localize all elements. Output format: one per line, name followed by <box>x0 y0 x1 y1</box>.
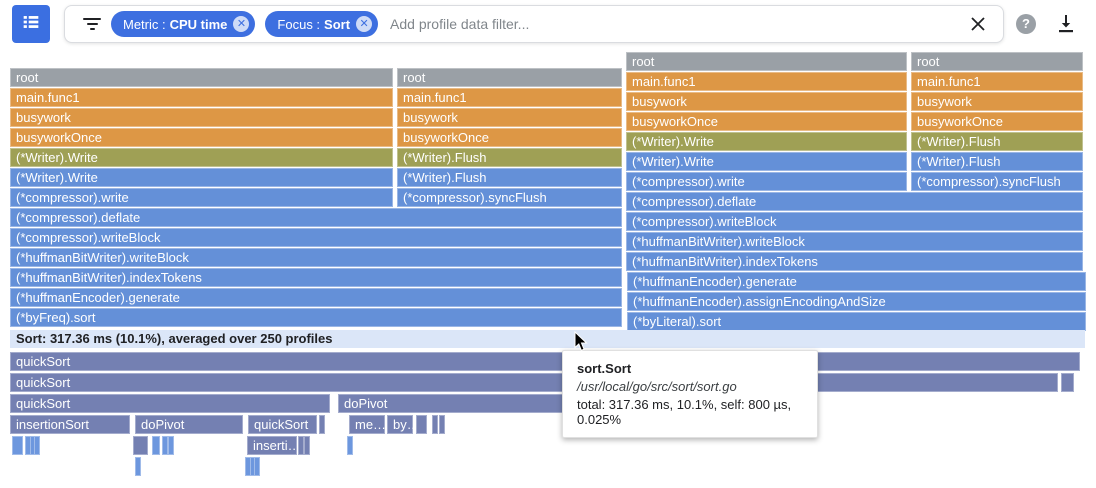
flame-bar-fragment[interactable] <box>1061 373 1074 392</box>
flame-bar-main-func1[interactable]: main.func1 <box>397 88 622 107</box>
flame-bar-dopivot[interactable]: doPivot <box>338 394 620 413</box>
flame-bar-writer-flush[interactable]: (*Writer).Flush <box>911 132 1083 151</box>
flame-bar-writer-write[interactable]: (*Writer).Write <box>10 148 393 167</box>
chip-metric-value: CPU time <box>169 16 228 32</box>
flame-bar-fragment[interactable] <box>12 436 23 455</box>
flame-bar-main-func1[interactable]: main.func1 <box>626 72 907 91</box>
flame-bar-huffmanencoder-assignencodingandsize[interactable]: (*huffmanEncoder).assignEncodingAndSize <box>627 292 1086 311</box>
flame-bar-fragment[interactable] <box>34 436 40 455</box>
flame-bar-huffmanbitwriter-indextokens[interactable]: (*huffmanBitWriter).indexTokens <box>10 268 622 287</box>
filter-bar: Metric : CPU time ✕ Focus : Sort ✕ <box>64 5 1004 43</box>
flame-bar-fragment[interactable] <box>30 436 36 455</box>
tooltip-function-name: sort.Sort <box>577 361 632 376</box>
flame-bar-compressor-writeblock[interactable]: (*compressor).writeBlock <box>10 228 622 247</box>
flame-bar-byfreq-sort[interactable]: (*byFreq).sort <box>10 308 622 327</box>
tooltip-stats: total: 317.36 ms, 10.1%, self: 800 µs, 0… <box>577 397 792 427</box>
flame-bar-huffmanencoder-generate[interactable]: (*huffmanEncoder).generate <box>627 272 1086 291</box>
filter-input[interactable] <box>388 15 961 33</box>
flame-bar-quicksort[interactable]: quickSort <box>10 352 1080 371</box>
flame-bar-huffmanbitwriter-indextokens[interactable]: (*huffmanBitWriter).indexTokens <box>626 252 1083 271</box>
flame-bar-writer-flush[interactable]: (*Writer).Flush <box>911 152 1083 171</box>
flame-bar-root[interactable]: root <box>911 52 1083 71</box>
flame-tooltip: sort.Sort /usr/local/go/src/sort/sort.go… <box>562 350 818 438</box>
flame-bar-fragment[interactable] <box>168 436 174 455</box>
flame-bar-main-func1[interactable]: main.func1 <box>10 88 393 107</box>
flame-bar-busyworkonce[interactable]: busyworkOnce <box>626 112 907 131</box>
flame-bar-fragment[interactable] <box>254 457 260 476</box>
flame-bar-writer-write[interactable]: (*Writer).Write <box>626 132 907 151</box>
flame-bar-root[interactable]: root <box>397 68 622 87</box>
flame-bar-busywork[interactable]: busywork <box>397 108 622 127</box>
flame-bar-root[interactable]: root <box>626 52 907 71</box>
flame-bar-root[interactable]: root <box>10 68 393 87</box>
flame-bar-fragment[interactable] <box>135 457 141 476</box>
flame-bar-compressor-write[interactable]: (*compressor).write <box>10 188 393 207</box>
flame-bar-quicksort[interactable]: quickSort <box>10 373 1058 392</box>
view-list-icon <box>20 11 42 38</box>
flame-bar-byliteral-sort[interactable]: (*byLiteral).sort <box>627 312 1086 331</box>
flame-bar-main-func1[interactable]: main.func1 <box>911 72 1083 91</box>
flame-bar-compressor-write[interactable]: (*compressor).write <box>626 172 907 191</box>
flame-bar-huffmanencoder-generate[interactable]: (*huffmanEncoder).generate <box>10 288 622 307</box>
flame-bar-fragment[interactable] <box>152 436 160 455</box>
flame-bar-compressor-syncflush[interactable]: (*compressor).syncFlush <box>397 188 622 207</box>
menu-button[interactable] <box>12 5 50 43</box>
chip-metric[interactable]: Metric : CPU time ✕ <box>111 11 256 37</box>
flame-bar-inserti[interactable]: inserti… <box>247 436 297 455</box>
tooltip-source-path: /usr/local/go/src/sort/sort.go <box>577 379 737 394</box>
flame-bar-fragment[interactable] <box>432 415 438 434</box>
flame-bar-dopivot[interactable]: doPivot <box>135 415 243 434</box>
flame-bar-writer-write[interactable]: (*Writer).Write <box>10 168 393 187</box>
flame-bar-by[interactable]: by… <box>387 415 413 434</box>
flame-bar-fragment[interactable] <box>298 436 304 455</box>
flame-bar-sort-317-36-ms-10-1-averaged-over-250-profiles[interactable]: Sort: 317.36 ms (10.1%), averaged over 2… <box>10 330 1085 348</box>
flame-bar-busywork[interactable]: busywork <box>10 108 393 127</box>
chip-focus-close-icon[interactable]: ✕ <box>356 16 373 32</box>
flame-bar-fragment[interactable] <box>304 436 310 455</box>
flame-bar-huffmanbitwriter-writeblock[interactable]: (*huffmanBitWriter).writeBlock <box>10 248 622 267</box>
flame-bar-compressor-deflate[interactable]: (*compressor).deflate <box>626 192 1083 211</box>
flame-bar-compressor-writeblock[interactable]: (*compressor).writeBlock <box>626 212 1083 231</box>
flame-bar-huffmanbitwriter-writeblock[interactable]: (*huffmanBitWriter).writeBlock <box>626 232 1083 251</box>
flame-bar-fragment[interactable] <box>439 415 445 434</box>
download-icon[interactable] <box>1054 12 1078 36</box>
flame-bar-writer-write[interactable]: (*Writer).Write <box>626 152 907 171</box>
flame-bar-busyworkonce[interactable]: busyworkOnce <box>911 112 1083 131</box>
chip-focus[interactable]: Focus : Sort ✕ <box>265 11 379 37</box>
flame-bar-writer-flush[interactable]: (*Writer).Flush <box>397 168 622 187</box>
flame-bar-busyworkonce[interactable]: busyworkOnce <box>10 128 393 147</box>
clear-filters-icon[interactable] <box>969 15 987 33</box>
flame-bar-fragment[interactable] <box>347 436 353 455</box>
flame-bar-quicksort[interactable]: quickSort <box>248 415 317 434</box>
help-icon[interactable]: ? <box>1016 14 1036 34</box>
flame-bar-fragment[interactable] <box>25 436 31 455</box>
flame-bar-fragment[interactable] <box>319 415 325 434</box>
flame-bar-compressor-syncflush[interactable]: (*compressor).syncFlush <box>911 172 1083 191</box>
chip-focus-prefix: Focus : <box>277 16 321 32</box>
flame-bar-fragment[interactable] <box>416 415 427 434</box>
flame-bar-fragment[interactable] <box>133 436 148 455</box>
flame-bar-me[interactable]: me… <box>349 415 385 434</box>
flame-bar-insertionsort[interactable]: insertionSort <box>10 415 130 434</box>
flame-bar-fragment[interactable] <box>245 457 251 476</box>
chip-metric-close-icon[interactable]: ✕ <box>233 16 250 32</box>
chip-metric-prefix: Metric : <box>123 16 166 32</box>
flame-bar-writer-flush[interactable]: (*Writer).Flush <box>397 148 622 167</box>
filter-list-icon <box>83 18 101 30</box>
flame-bar-compressor-deflate[interactable]: (*compressor).deflate <box>10 208 622 227</box>
flame-bar-fragment[interactable] <box>162 436 168 455</box>
flame-bar-busywork[interactable]: busywork <box>911 92 1083 111</box>
flame-bar-quicksort[interactable]: quickSort <box>10 394 330 413</box>
flame-bar-busyworkonce[interactable]: busyworkOnce <box>397 128 622 147</box>
chip-focus-value: Sort <box>324 16 351 32</box>
flame-bar-fragment[interactable] <box>250 457 256 476</box>
flame-bar-busywork[interactable]: busywork <box>626 92 907 111</box>
